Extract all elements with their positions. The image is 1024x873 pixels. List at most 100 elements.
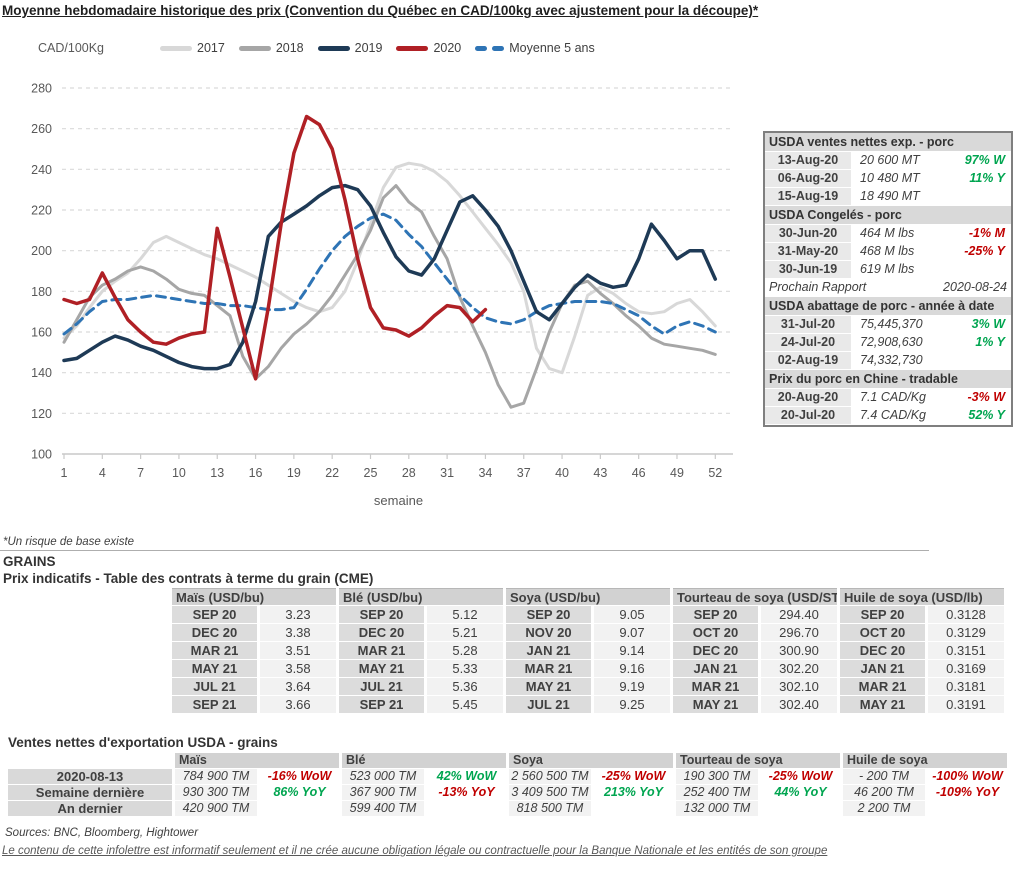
row-percent-change bbox=[960, 261, 1011, 278]
cme-row: DEC 20 5.21 bbox=[339, 624, 503, 641]
y-axis-label: 160 bbox=[31, 326, 52, 340]
export-percent-change: 213% YoY bbox=[603, 785, 664, 799]
contract-month: MAR 21 bbox=[673, 678, 758, 695]
export-percent-change: -100% WoW bbox=[932, 769, 1003, 783]
sources-line: Sources: BNC, Bloomberg, Hightower bbox=[5, 827, 199, 839]
export-volume: 2 560 500 TM bbox=[509, 769, 591, 784]
series-line-2017 bbox=[62, 161, 717, 375]
section-divider bbox=[0, 550, 929, 551]
price-history-chart: 100 120 140 160 180 200 220 240 260 280 1 4 7 10 13 16 1… bbox=[31, 82, 733, 508]
next-report-label: Prochain Rapport bbox=[769, 280, 867, 294]
contract-price: 5.33 bbox=[427, 660, 503, 677]
legend-label: 2017 bbox=[197, 41, 225, 55]
contract-month: DEC 20 bbox=[172, 624, 257, 641]
cme-group-header: Huile de soya (USD/lb) bbox=[840, 588, 1004, 605]
contract-price: 5.36 bbox=[427, 678, 503, 695]
legend-item-2018: 2018 bbox=[238, 41, 304, 55]
series-line-2019 bbox=[62, 183, 718, 371]
row-date: 30-Jun-20 bbox=[765, 225, 851, 242]
row-percent-change bbox=[960, 352, 1011, 369]
export-data-row: 2020-08-13 784 900 TM -16% WoW 523 000 TM 42… bbox=[8, 769, 1007, 784]
cme-row: JUL 21 5.36 bbox=[339, 678, 503, 695]
usda-data-row: 20-Aug-20 7.1 CAD/Kg -3% W bbox=[765, 389, 1011, 406]
row-date: 30-Jun-19 bbox=[765, 261, 851, 278]
contract-price: 0.3151 bbox=[928, 642, 1004, 659]
row-date: 31-May-20 bbox=[765, 243, 851, 260]
cme-row: MAY 21 302.40 bbox=[673, 696, 837, 713]
cme-row: SEP 20 9.05 bbox=[506, 606, 670, 623]
usda-data-row: 06-Aug-20 10 480 MT 11% Y bbox=[765, 170, 1011, 187]
x-axis-label: 13 bbox=[210, 466, 224, 480]
header-spacer bbox=[8, 753, 172, 768]
row-percent-change bbox=[960, 188, 1011, 205]
export-percent-change: -109% YoY bbox=[935, 785, 1000, 799]
contract-month: SEP 20 bbox=[506, 606, 591, 623]
series-line-moyenne-5-ans bbox=[62, 212, 717, 336]
contract-price: 3.38 bbox=[260, 624, 336, 641]
contract-month: SEP 21 bbox=[172, 696, 257, 713]
row-value: 7.4 CAD/Kg bbox=[860, 408, 927, 422]
legend-label: 2018 bbox=[275, 41, 304, 55]
cme-row: JAN 21 302.20 bbox=[673, 660, 837, 677]
contract-month: OCT 20 bbox=[673, 624, 758, 641]
x-axis-label: 25 bbox=[364, 466, 378, 480]
legend-swatch-dashed-icon bbox=[475, 45, 505, 51]
row-percent-change: 3% W bbox=[971, 317, 1005, 331]
legend-items: 2017 2018 2019 2020 Moyenne 5 ans bbox=[160, 41, 595, 55]
usda-panel: USDA ventes nettes exp. - porc 13-Aug-20 2… bbox=[763, 131, 1013, 427]
chart-legend: CAD/100Kg 2017 2018 2019 2020 Moyenne 5 ans bbox=[38, 40, 595, 56]
export-percent-change: 86% YoY bbox=[273, 785, 326, 799]
row-percent-change: 52% Y bbox=[968, 408, 1005, 422]
export-percent-change bbox=[260, 801, 339, 816]
x-axis-label: 52 bbox=[708, 466, 722, 480]
x-axis-label: 1 bbox=[61, 466, 68, 480]
legend-swatch-icon bbox=[160, 45, 192, 51]
cme-row: JUL 21 3.64 bbox=[172, 678, 336, 695]
usda-data-row: 02-Aug-19 74,332,730 bbox=[765, 352, 1011, 369]
y-axis-unit-label: CAD/100Kg bbox=[38, 41, 105, 55]
contract-month: MAR 21 bbox=[840, 678, 925, 695]
export-volume: 190 300 TM bbox=[676, 769, 758, 784]
cme-group-header: Maïs (USD/bu) bbox=[172, 588, 336, 605]
contract-month: JAN 21 bbox=[840, 660, 925, 677]
contract-month: SEP 20 bbox=[673, 606, 758, 623]
export-percent-change bbox=[427, 801, 506, 816]
legend-swatch-icon bbox=[317, 45, 350, 51]
row-percent-change: 11% Y bbox=[969, 171, 1005, 185]
contract-month: JUL 21 bbox=[506, 696, 591, 713]
x-axis-label: 22 bbox=[325, 466, 339, 480]
x-axis-label: 7 bbox=[137, 466, 144, 480]
contract-month: DEC 20 bbox=[339, 624, 424, 641]
contract-price: 5.28 bbox=[427, 642, 503, 659]
contract-price: 302.20 bbox=[761, 660, 837, 677]
cme-row: MAR 21 3.51 bbox=[172, 642, 336, 659]
disclaimer-line: Le contenu de cette infolettre est infor… bbox=[2, 845, 828, 857]
page-title: Moyenne hebdomadaire historique des prix… bbox=[2, 3, 759, 18]
export-percent-change bbox=[594, 801, 673, 816]
contract-month: MAR 21 bbox=[339, 642, 424, 659]
contract-price: 9.14 bbox=[594, 642, 670, 659]
legend-label: Moyenne 5 ans bbox=[509, 41, 595, 55]
contract-month: SEP 21 bbox=[339, 696, 424, 713]
cme-row: SEP 20 294.40 bbox=[673, 606, 837, 623]
export-data-row: Semaine dernière 930 300 TM 86% YoY 367 900… bbox=[8, 785, 1007, 800]
usda-section-header: Prix du porc en Chine - tradable bbox=[765, 370, 1011, 388]
cme-row: MAY 21 3.58 bbox=[172, 660, 336, 677]
contract-price: 3.23 bbox=[260, 606, 336, 623]
cme-group-header: Soya (USD/bu) bbox=[506, 588, 670, 605]
grains-section-title: GRAINS bbox=[3, 554, 56, 569]
y-axis-label: 220 bbox=[31, 204, 52, 218]
row-value: 72,908,630 bbox=[860, 335, 923, 349]
contract-price: 0.3181 bbox=[928, 678, 1004, 695]
contract-month: MAR 21 bbox=[506, 660, 591, 677]
y-axis-label: 260 bbox=[31, 122, 52, 136]
contract-month: MAY 21 bbox=[339, 660, 424, 677]
usda-section-header: USDA ventes nettes exp. - porc bbox=[765, 133, 1011, 151]
dash-segment bbox=[492, 45, 505, 51]
row-value: 468 M lbs bbox=[860, 244, 915, 258]
cme-futures-table: Maïs (USD/bu) SEP 20 3.23 DEC 20 3.38 MAR 21 3… bbox=[172, 588, 1004, 714]
export-group-header: Soya bbox=[509, 753, 673, 768]
export-percent-change: 42% WoW bbox=[436, 769, 497, 783]
cme-row: DEC 20 3.38 bbox=[172, 624, 336, 641]
row-value: 7.1 CAD/Kg bbox=[860, 390, 927, 404]
